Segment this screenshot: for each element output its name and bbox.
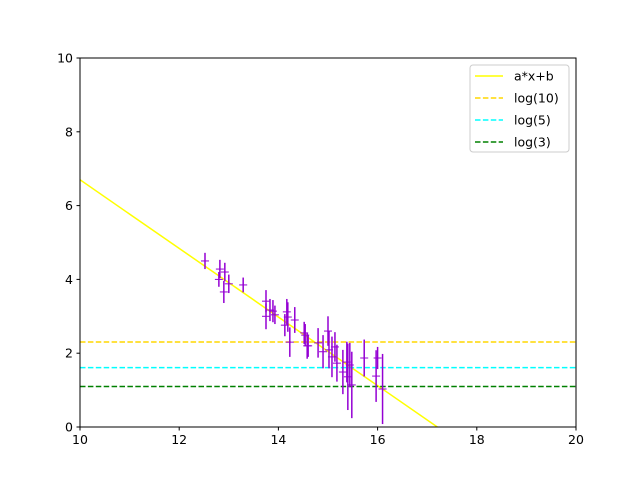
data-point bbox=[373, 346, 382, 370]
data-point bbox=[300, 321, 309, 344]
data-point bbox=[285, 327, 294, 357]
x-tick-label: 18 bbox=[469, 432, 485, 447]
data-point bbox=[219, 280, 228, 304]
data-point bbox=[372, 350, 381, 402]
data-point bbox=[360, 339, 369, 377]
data-point bbox=[314, 328, 323, 358]
x-tick-label: 10 bbox=[72, 432, 88, 447]
data-point bbox=[319, 335, 328, 369]
data-point bbox=[283, 302, 292, 332]
legend: a*x+b log(10) log(5) log(3) bbox=[469, 64, 570, 153]
y-tick-label: 2 bbox=[65, 346, 73, 361]
y-tick-label: 0 bbox=[65, 420, 73, 435]
data-point bbox=[262, 303, 270, 330]
x-tick-label: 16 bbox=[370, 432, 386, 447]
x-tick-label: 14 bbox=[270, 432, 286, 447]
data-point bbox=[215, 259, 224, 279]
data-point bbox=[338, 349, 347, 395]
legend-label: log(3) bbox=[514, 135, 551, 150]
legend-label: log(5) bbox=[514, 113, 551, 128]
data-point bbox=[224, 274, 233, 294]
data-point bbox=[270, 305, 279, 325]
data-point bbox=[290, 307, 299, 333]
y-tick-label: 10 bbox=[57, 51, 73, 66]
y-tick-label: 8 bbox=[65, 124, 73, 139]
y-tick-label: 4 bbox=[65, 272, 73, 287]
data-point bbox=[239, 277, 248, 293]
x-tick-label: 12 bbox=[171, 432, 187, 447]
x-tick-label: 20 bbox=[568, 432, 584, 447]
data-point bbox=[332, 344, 341, 382]
legend-label: a*x+b bbox=[514, 69, 554, 84]
data-point bbox=[200, 252, 209, 270]
data-point bbox=[304, 334, 313, 357]
axes-frame bbox=[79, 57, 577, 428]
data-point bbox=[282, 298, 291, 325]
data-point bbox=[324, 316, 332, 346]
legend-label: log(10) bbox=[514, 91, 559, 106]
data-point bbox=[347, 351, 356, 419]
data-point bbox=[214, 272, 223, 287]
y-tick-label: 6 bbox=[65, 198, 73, 213]
data-point bbox=[220, 262, 229, 282]
data-point bbox=[378, 353, 387, 425]
